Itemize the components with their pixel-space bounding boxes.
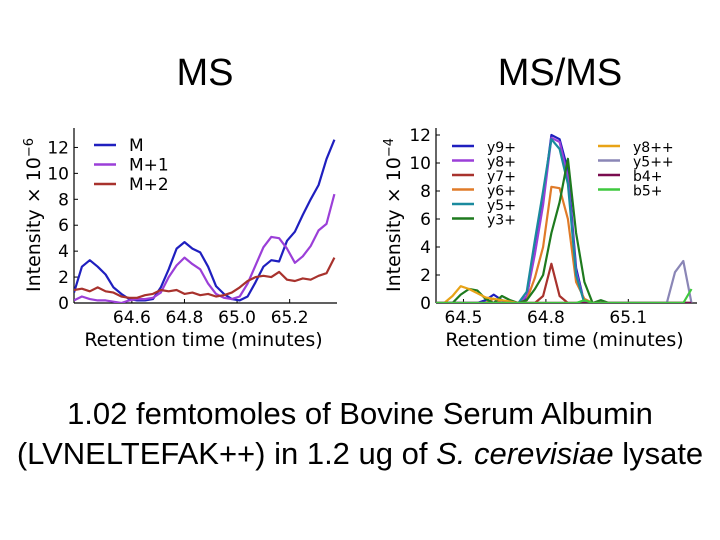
msms-y-tick-label: 12 bbox=[409, 126, 431, 146]
msms-y-tick-label: 0 bbox=[420, 294, 431, 314]
ms-y-tick-label: 8 bbox=[58, 190, 69, 210]
ms-panel-title: MS bbox=[176, 52, 234, 94]
msms-y-tick-label: 10 bbox=[409, 154, 431, 174]
msms-series-line-y3plus bbox=[436, 157, 692, 303]
ms-y-tick-label: 4 bbox=[58, 242, 69, 262]
msms-legend-label: y3+ bbox=[487, 213, 516, 229]
msms-legend-label: y5+ bbox=[487, 198, 516, 214]
ms-x-tick-label: 65.2 bbox=[271, 308, 309, 328]
caption-line-1: 1.02 femtomoles of Bovine Serum Albumin bbox=[67, 396, 653, 431]
ms-legend-label: M+2 bbox=[129, 175, 169, 195]
ms-y-tick-label: 6 bbox=[58, 216, 69, 236]
msms-x-tick-label: 65.1 bbox=[609, 308, 647, 328]
msms-legend-label: y5++ bbox=[633, 155, 674, 171]
msms-series-line-y8plusplus bbox=[436, 285, 692, 303]
msms-y-tick-label: 8 bbox=[420, 182, 431, 202]
ms-series-line-Mplus1 bbox=[74, 193, 336, 303]
msms-series-line-y5plusplus bbox=[436, 259, 693, 303]
ms-y-tick-label: 10 bbox=[47, 164, 69, 184]
msms-series-line-y8plus bbox=[436, 136, 692, 303]
msms-y-tick-label: 2 bbox=[420, 266, 431, 286]
msms-y-tick-label: 6 bbox=[420, 210, 431, 230]
ms-y-axis-label: Intensity × 10−6 bbox=[22, 138, 46, 292]
msms-x-tick-label: 64.8 bbox=[527, 308, 565, 328]
msms-series-line-y5plus bbox=[436, 138, 692, 303]
msms-legend-label: b4+ bbox=[633, 169, 663, 185]
msms-y-tick-label: 4 bbox=[420, 238, 431, 258]
msms-legend-label: y7+ bbox=[487, 169, 516, 185]
msms-panel-title: MS/MS bbox=[497, 52, 623, 94]
ms-x-tick-label: 65.0 bbox=[218, 308, 256, 328]
ms-y-tick-label: 12 bbox=[47, 138, 69, 158]
caption-line-2: (LVNELTEFAK++) in 1.2 ug of S. cerevisia… bbox=[0, 436, 720, 472]
ms-series-line-M bbox=[74, 139, 336, 302]
msms-y-axis-label: Intensity × 10−4 bbox=[382, 138, 406, 292]
msms-legend-label: y9+ bbox=[487, 140, 516, 156]
msms-series-group bbox=[436, 133, 693, 303]
caption-line-2-suffix: lysate bbox=[613, 436, 704, 471]
ms-x-tick-label: 64.8 bbox=[166, 308, 204, 328]
ms-y-axis-exponent: −6 bbox=[22, 138, 37, 157]
caption-line-2-prefix: (LVNELTEFAK++) in 1.2 ug of bbox=[16, 436, 437, 471]
msms-x-axis-label: Retention time (minutes) bbox=[445, 329, 683, 351]
caption-organism: S. cerevisiae bbox=[436, 436, 614, 471]
msms-series-line-y6plus bbox=[436, 185, 692, 303]
ms-legend-label: M+1 bbox=[129, 156, 169, 176]
msms-y-axis-exponent: −4 bbox=[382, 138, 397, 157]
ms-legend-label: M bbox=[129, 136, 144, 156]
ms-series-group bbox=[74, 139, 336, 303]
msms-x-tick-label: 64.5 bbox=[445, 308, 483, 328]
ms-x-tick-label: 64.6 bbox=[113, 308, 151, 328]
msms-legend-label: y8+ bbox=[487, 155, 516, 171]
ms-y-tick-label: 2 bbox=[58, 268, 69, 288]
msms-legend-label: y6+ bbox=[487, 184, 516, 200]
msms-legend-label: b5+ bbox=[633, 184, 663, 200]
msms-legend-label: y8++ bbox=[633, 140, 674, 156]
ms-x-axis-label: Retention time (minutes) bbox=[84, 329, 322, 351]
ms-series-line-Mplus2 bbox=[74, 257, 336, 299]
ms-y-tick-label: 0 bbox=[58, 294, 69, 314]
msms-series-line-y7plus bbox=[436, 262, 692, 303]
